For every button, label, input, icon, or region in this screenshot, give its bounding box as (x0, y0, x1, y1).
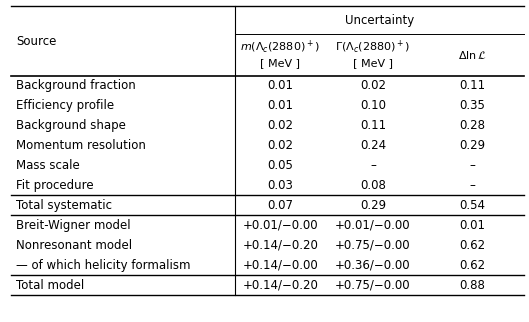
Text: 0.05: 0.05 (268, 159, 293, 172)
Text: 0.24: 0.24 (360, 139, 386, 152)
Text: 0.01: 0.01 (267, 99, 294, 112)
Text: — of which helicity formalism: — of which helicity formalism (16, 259, 190, 272)
Text: $\Gamma(\Lambda_c(2880)^+)$: $\Gamma(\Lambda_c(2880)^+)$ (335, 38, 411, 55)
Text: +0.14/−0.20: +0.14/−0.20 (242, 279, 318, 292)
Text: –: – (469, 179, 475, 192)
Text: 0.02: 0.02 (360, 79, 386, 92)
Text: 0.08: 0.08 (360, 179, 386, 192)
Text: $\Delta\ln\mathcal{L}$: $\Delta\ln\mathcal{L}$ (458, 49, 487, 61)
Text: +0.36/−0.00: +0.36/−0.00 (335, 259, 411, 272)
Text: Source: Source (16, 34, 56, 48)
Text: Mass scale: Mass scale (16, 159, 80, 172)
Text: +0.14/−0.20: +0.14/−0.20 (242, 239, 318, 252)
Text: +0.14/−0.00: +0.14/−0.00 (242, 259, 318, 272)
Text: 0.62: 0.62 (459, 259, 485, 272)
Text: Breit-Wigner model: Breit-Wigner model (16, 219, 131, 232)
Text: 0.88: 0.88 (459, 279, 485, 292)
Text: +0.01/−0.00: +0.01/−0.00 (243, 219, 318, 232)
Text: Background fraction: Background fraction (16, 79, 135, 92)
Text: Fit procedure: Fit procedure (16, 179, 94, 192)
Text: 0.28: 0.28 (459, 119, 485, 132)
Text: 0.11: 0.11 (360, 119, 386, 132)
Text: 0.02: 0.02 (267, 119, 294, 132)
Text: [ MeV ]: [ MeV ] (260, 58, 300, 68)
Text: 0.54: 0.54 (459, 199, 485, 212)
Text: Total systematic: Total systematic (16, 199, 112, 212)
Text: +0.75/−0.00: +0.75/−0.00 (335, 239, 411, 252)
Text: Efficiency profile: Efficiency profile (16, 99, 114, 112)
Text: –: – (370, 159, 376, 172)
Text: 0.01: 0.01 (267, 79, 294, 92)
Text: 0.07: 0.07 (267, 199, 294, 212)
Text: 0.29: 0.29 (459, 139, 485, 152)
Text: 0.01: 0.01 (459, 219, 485, 232)
Text: 0.10: 0.10 (360, 99, 386, 112)
Text: +0.75/−0.00: +0.75/−0.00 (335, 279, 411, 292)
Text: 0.11: 0.11 (459, 79, 485, 92)
Text: Momentum resolution: Momentum resolution (16, 139, 146, 152)
Text: Uncertainty: Uncertainty (345, 14, 414, 27)
Text: 0.35: 0.35 (459, 99, 485, 112)
Text: +0.01/−0.00: +0.01/−0.00 (335, 219, 411, 232)
Text: $m(\Lambda_c(2880)^+)$: $m(\Lambda_c(2880)^+)$ (241, 38, 320, 55)
Text: Nonresonant model: Nonresonant model (16, 239, 132, 252)
Text: 0.03: 0.03 (268, 179, 293, 192)
Text: 0.29: 0.29 (360, 199, 386, 212)
Text: Background shape: Background shape (16, 119, 126, 132)
Text: [ MeV ]: [ MeV ] (353, 58, 393, 68)
Text: 0.62: 0.62 (459, 239, 485, 252)
Text: 0.02: 0.02 (267, 139, 294, 152)
Text: Total model: Total model (16, 279, 84, 292)
Text: –: – (469, 159, 475, 172)
